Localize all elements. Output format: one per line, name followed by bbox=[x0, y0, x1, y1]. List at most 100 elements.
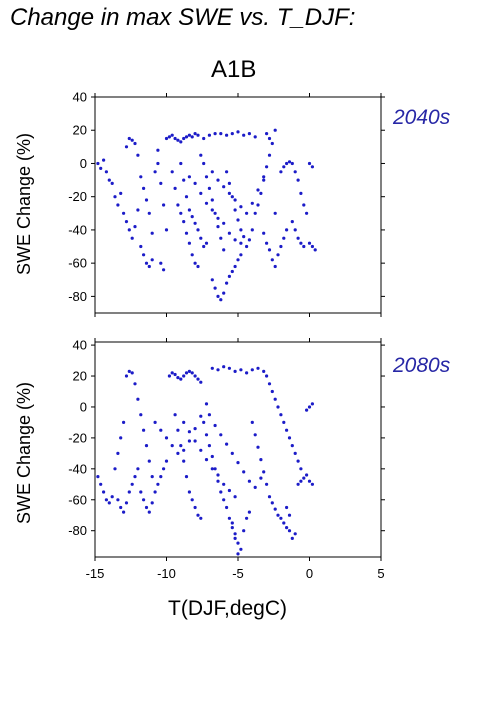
scatter-point bbox=[136, 467, 140, 471]
scatter-point bbox=[193, 427, 197, 431]
scatter-point bbox=[142, 253, 146, 257]
scatter-point bbox=[122, 420, 126, 424]
scatter-point bbox=[193, 505, 197, 510]
scatter-point bbox=[302, 203, 306, 207]
scatter-point bbox=[130, 371, 134, 375]
scatter-point bbox=[222, 185, 226, 189]
scatter-point bbox=[267, 382, 272, 386]
scatter-point bbox=[285, 228, 289, 232]
scatter-point bbox=[310, 482, 314, 486]
scatter-point bbox=[265, 165, 269, 169]
scatter-point bbox=[176, 138, 180, 142]
scatter-point bbox=[210, 278, 214, 282]
scatter-point bbox=[230, 132, 234, 136]
scatter-point bbox=[190, 135, 194, 139]
scatter-point bbox=[262, 175, 266, 179]
scatter-point bbox=[173, 372, 177, 377]
scatter-point bbox=[190, 253, 194, 257]
scatter-point bbox=[179, 377, 183, 381]
figure-title: Change in max SWE vs. T_DJF: bbox=[10, 4, 356, 31]
scatter-point bbox=[110, 495, 114, 499]
scatter-point bbox=[302, 244, 306, 249]
scatter-point bbox=[293, 170, 297, 174]
scatter-point bbox=[136, 208, 140, 212]
scatter-point bbox=[210, 170, 214, 174]
scatter-point bbox=[222, 248, 226, 252]
scatter-point bbox=[184, 135, 189, 139]
scatter-point bbox=[150, 501, 154, 505]
scatter-point bbox=[202, 244, 206, 249]
scatter-point bbox=[144, 444, 149, 448]
scatter-point bbox=[199, 380, 203, 384]
scatter-point bbox=[124, 501, 129, 505]
scatter-point bbox=[179, 444, 183, 448]
scatter-point bbox=[184, 195, 189, 199]
scatter-point bbox=[204, 402, 209, 406]
scatter-point bbox=[99, 166, 103, 170]
scatter-point bbox=[236, 130, 240, 134]
scatter-point bbox=[287, 436, 292, 440]
scatter-point bbox=[293, 451, 297, 455]
y-tick-label: -80 bbox=[68, 289, 87, 304]
scatter-point bbox=[207, 133, 211, 137]
scatter-point bbox=[210, 366, 214, 370]
scatter-point bbox=[259, 458, 263, 462]
scatter-point bbox=[273, 264, 277, 269]
scatter-point bbox=[219, 490, 223, 494]
y-tick-label: 40 bbox=[73, 338, 87, 353]
scatter-point bbox=[227, 181, 231, 185]
scatter-point bbox=[267, 495, 272, 499]
scatter-point bbox=[216, 368, 220, 372]
scatter-point bbox=[233, 198, 237, 202]
scatter-point bbox=[162, 467, 166, 471]
scatter-point bbox=[147, 264, 151, 269]
scatter-point bbox=[253, 135, 257, 139]
scatter-point bbox=[156, 161, 160, 166]
scatter-point bbox=[116, 451, 120, 455]
scatter-point bbox=[225, 505, 229, 510]
scatter-point bbox=[267, 153, 272, 157]
scatter-point bbox=[173, 413, 177, 417]
scatter-point bbox=[296, 482, 300, 486]
scatter-point bbox=[216, 294, 220, 298]
x-axis-label: T(DJF,degC) bbox=[168, 597, 288, 620]
scatter-point bbox=[213, 211, 217, 215]
scatter-point bbox=[299, 479, 303, 483]
y-tick-label: -40 bbox=[68, 222, 87, 237]
scatter-point bbox=[102, 490, 106, 494]
scatter-point bbox=[290, 536, 294, 541]
scatter-point bbox=[305, 473, 309, 477]
scatter-point bbox=[193, 439, 197, 443]
scatter-point bbox=[184, 231, 189, 235]
scatter-point bbox=[142, 428, 146, 432]
scatter-point bbox=[193, 181, 197, 185]
scatter-point bbox=[182, 448, 186, 452]
scatter-point bbox=[102, 158, 106, 162]
scatter-point bbox=[170, 444, 174, 448]
scatter-point bbox=[142, 498, 146, 502]
scatter-point bbox=[190, 371, 194, 375]
scatter-point bbox=[176, 376, 180, 380]
scatter-point bbox=[182, 420, 186, 424]
scatter-point bbox=[207, 444, 211, 448]
scatter-point bbox=[179, 211, 183, 215]
scatter-point bbox=[216, 225, 220, 229]
scatter-point bbox=[202, 161, 206, 166]
scatter-point bbox=[182, 220, 186, 224]
scatter-point bbox=[96, 475, 100, 479]
scatter-point bbox=[139, 175, 143, 179]
scatter-point bbox=[233, 495, 237, 499]
scatter-point bbox=[299, 241, 303, 245]
scatter-point bbox=[233, 238, 237, 242]
scatter-point bbox=[139, 490, 143, 494]
scatter-point bbox=[176, 451, 180, 455]
scatter-point bbox=[216, 473, 220, 477]
scatter-point bbox=[127, 228, 131, 232]
scatter-point bbox=[236, 258, 240, 262]
scatter-point bbox=[144, 505, 149, 510]
scatter-point bbox=[273, 397, 277, 401]
scatter-point bbox=[242, 133, 246, 137]
y-tick-label: 20 bbox=[73, 369, 87, 384]
scatter-point bbox=[236, 541, 240, 545]
